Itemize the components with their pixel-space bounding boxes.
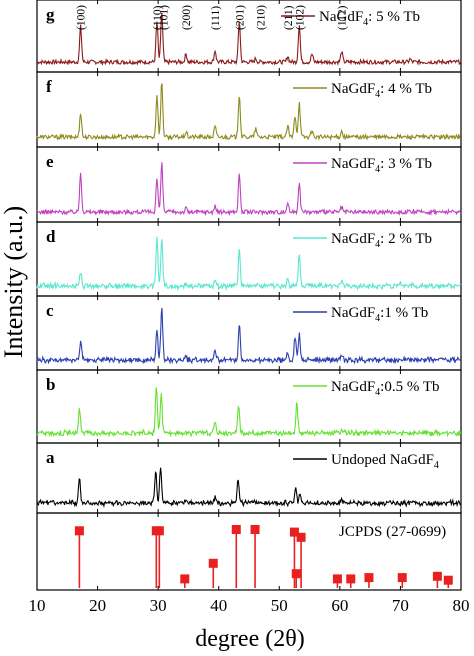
- panel-letter: b: [46, 375, 55, 394]
- panel-b: b NaGdF4:0.5 % Tb: [36, 369, 462, 444]
- legend-f: NaGdF4: 4 % Tb: [293, 81, 432, 100]
- panel-e: e NaGdF4: 3 % Tb: [36, 146, 462, 223]
- panel-letter: c: [46, 301, 54, 320]
- x-tick-label: 20: [89, 596, 106, 615]
- panels: g NaGdF4: 5 % Tb (100) (110)(101) (200) (111)…: [36, 0, 462, 591]
- hkl-label: (211): [283, 5, 295, 30]
- reference-marker: [432, 571, 442, 581]
- x-tick-label: 70: [392, 596, 409, 615]
- panel-letter: f: [46, 77, 52, 96]
- legend-d: NaGdF4: 2 % Tb: [293, 231, 432, 250]
- hkl-label: (102): [294, 5, 306, 30]
- hkl-label: (112): [337, 5, 349, 30]
- pattern-line-d: [36, 236, 462, 292]
- hkl-label: (100): [76, 5, 88, 30]
- legend-label: NaGdF4: 5 % Tb: [319, 9, 420, 28]
- reference-marker: [346, 574, 356, 584]
- legend-g: NaGdF4: 5 % Tb: [281, 9, 420, 28]
- legend-label: NaGdF4: 3 % Tb: [331, 156, 432, 175]
- legend-a: Undoped NaGdF4: [293, 452, 439, 471]
- legend-b: NaGdF4:0.5 % Tb: [293, 379, 439, 398]
- panel-c: c NaGdF4:1 % Tb: [36, 295, 462, 371]
- reference-marker: [250, 525, 260, 534]
- x-tick-labels: 10 20 30 40 50 60 70 80: [29, 596, 470, 615]
- legend-label: NaGdF4: 2 % Tb: [331, 231, 432, 250]
- reference-marker: [231, 525, 241, 534]
- pattern-line-b: [36, 387, 462, 438]
- reference-marker: [154, 526, 164, 536]
- pattern-line-c: [36, 307, 462, 365]
- panel-letter: e: [46, 152, 54, 171]
- hkl-label: (111): [210, 6, 222, 30]
- reference-marker: [443, 575, 453, 585]
- legend-label: NaGdF4:0.5 % Tb: [331, 379, 439, 398]
- x-tick-label: 10: [29, 596, 46, 615]
- x-axis-label: degree (2θ): [195, 626, 304, 652]
- panel-d: d NaGdF4: 2 % Tb: [36, 221, 462, 297]
- reference-marker: [296, 532, 306, 542]
- panel-f: f NaGdF4: 4 % Tb: [36, 71, 462, 148]
- legend-label: Undoped NaGdF4: [331, 452, 439, 471]
- reference-label: JCPDS (27-0699): [339, 524, 446, 540]
- legend-c: NaGdF4:1 % Tb: [293, 305, 428, 324]
- x-tick-label: 50: [271, 596, 288, 615]
- x-tick-label: 80: [453, 596, 470, 615]
- panel-letter: a: [46, 448, 55, 467]
- legend-label: NaGdF4:1 % Tb: [331, 305, 428, 324]
- hkl-label: (200): [181, 5, 193, 30]
- hkl-label: (201): [234, 5, 246, 30]
- hkl-label: (210): [256, 5, 268, 30]
- reference-marker: [208, 558, 218, 568]
- reference-marker: [74, 526, 84, 536]
- x-tick-label: 30: [150, 596, 167, 615]
- x-tick-label: 60: [331, 596, 348, 615]
- legend-e: NaGdF4: 3 % Tb: [293, 156, 432, 175]
- x-tick-label: 40: [210, 596, 227, 615]
- reference-marker: [180, 574, 190, 584]
- legend-label: NaGdF4: 4 % Tb: [331, 81, 432, 100]
- pattern-line-e: [36, 162, 462, 217]
- y-axis-label: Intensity (a.u.): [0, 206, 28, 358]
- reference-marker: [332, 574, 342, 584]
- hkl-label: (110): [152, 5, 164, 30]
- panel-g: g NaGdF4: 5 % Tb (100) (110)(101) (200) (111)…: [36, 0, 462, 73]
- panel-letter: d: [46, 227, 56, 246]
- pattern-line-g: [36, 12, 462, 66]
- panel-letter: g: [46, 5, 55, 24]
- pattern-line-a: [36, 467, 462, 509]
- reference-panel: JCPDS (27-0699): [36, 512, 462, 591]
- pattern-line-f: [36, 83, 461, 142]
- panel-a: a Undoped NaGdF4: [36, 442, 462, 514]
- hkl-label: (101): [159, 5, 171, 30]
- reference-marker: [364, 573, 374, 583]
- reference-marker: [397, 573, 407, 583]
- reference-frame: [36, 512, 462, 591]
- reference-marker: [291, 569, 301, 579]
- reference-marker: [289, 527, 299, 537]
